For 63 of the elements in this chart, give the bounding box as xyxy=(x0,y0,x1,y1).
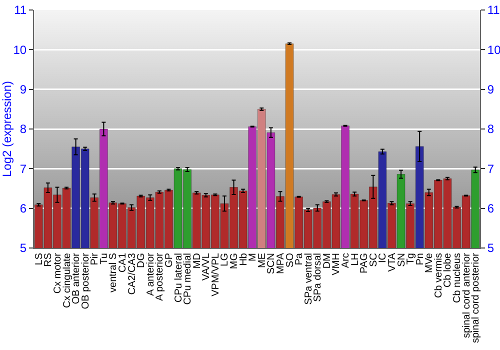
x-tick-label: SN xyxy=(396,253,408,267)
y2-tick-label: 7 xyxy=(487,162,494,176)
y-axis-title: Log2 (expression) xyxy=(0,80,14,178)
x-tick-label: DG xyxy=(136,252,148,268)
x-tick-label: MD xyxy=(192,253,203,269)
y-tick-label: 7 xyxy=(20,162,27,176)
x-tick-label: spinal cord anterior xyxy=(461,252,472,338)
x-tick-label: SPa dorsal xyxy=(312,253,324,302)
x-tick-label: IC xyxy=(378,253,389,263)
x-tick-label: CPu lateral xyxy=(173,253,184,302)
x-tick-label: SO xyxy=(284,252,296,268)
y-tick-label: 8 xyxy=(20,122,27,136)
x-tick-label: CA1 xyxy=(118,252,129,272)
y-tick-label: 10 xyxy=(13,42,27,57)
y2-tick-label: 5 xyxy=(487,241,494,256)
x-tick-label: MVe xyxy=(424,252,436,274)
x-tick-label: SCN xyxy=(266,253,278,274)
x-tick-label: Cb nucleus xyxy=(452,253,464,304)
x-tick-label: OB posterior xyxy=(80,252,92,310)
x-tick-label: LH xyxy=(350,253,361,266)
y-tick-label: 11 xyxy=(14,3,27,18)
x-tick-label: LG xyxy=(220,252,231,266)
x-tick-label: LS xyxy=(34,252,45,266)
x-tick-label: ventral S xyxy=(108,252,120,292)
x-tick-label: Pir xyxy=(90,252,101,266)
x-tick-label: OB anterior xyxy=(71,252,82,304)
x-tick-label: SPa ventral xyxy=(303,253,314,305)
x-tick-label: Hb xyxy=(238,252,250,266)
y-tick-label: 6 xyxy=(20,202,27,216)
x-tick-label: VA/VL xyxy=(201,252,212,281)
y-tick-label: 9 xyxy=(20,82,27,97)
x-tick-label: CPu medial xyxy=(182,253,194,305)
x-tick-label: SC xyxy=(368,253,380,267)
x-tick-label: GP xyxy=(164,252,175,268)
x-tick-label: VTA xyxy=(386,252,398,272)
x-tick-label: CA2/CA3 xyxy=(126,252,138,295)
y2-tick-label: 8 xyxy=(487,122,494,136)
x-tick-label: Tu xyxy=(98,253,110,264)
x-tick-label: Tg xyxy=(406,253,417,265)
x-tick-label: RS xyxy=(43,252,54,267)
x-tick-label: MPA xyxy=(275,252,286,274)
y2-tick-label: 10 xyxy=(487,42,500,57)
x-tick-label: M xyxy=(248,253,259,262)
x-tick-label: Cx motor xyxy=(52,252,64,294)
y2-tick-label: 6 xyxy=(487,202,494,216)
x-tick-label: spinal cord posterior xyxy=(470,252,482,344)
x-tick-label: Cb vermis xyxy=(433,253,444,298)
x-tick-label: Cx cingulate xyxy=(62,252,73,308)
x-tick-label: DM xyxy=(322,253,333,269)
x-tick-label: PAG xyxy=(359,252,370,274)
y-tick-label: 5 xyxy=(20,241,27,256)
x-tick-label: Pa xyxy=(294,252,306,266)
x-tick-label: VPM/VPL xyxy=(210,252,222,296)
x-tick-label: VMH xyxy=(331,253,342,276)
x-tick-label: Arc xyxy=(340,253,352,268)
x-tick-label: MG xyxy=(229,252,240,270)
x-tick-label: Cb lobe xyxy=(442,252,454,288)
x-tick-label: A posterior xyxy=(154,252,166,301)
y2-tick-label: 9 xyxy=(487,82,494,97)
y2-tick-label: 11 xyxy=(487,3,500,18)
x-tick-label: ME xyxy=(256,252,268,268)
x-tick-label: A anterior xyxy=(145,252,156,296)
x-tick-label: Pn xyxy=(414,253,426,266)
